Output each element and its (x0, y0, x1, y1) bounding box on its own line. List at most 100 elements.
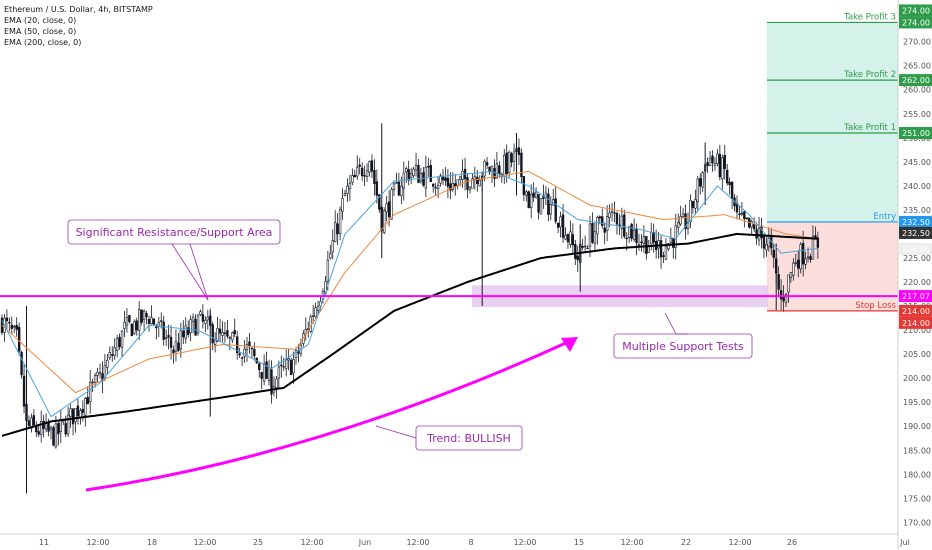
candle-body (245, 344, 249, 351)
candle-body (282, 366, 285, 368)
candle-body (645, 236, 648, 254)
price-tick-label: 220.00 (903, 278, 931, 287)
candle-body (723, 155, 726, 169)
candle-body (280, 364, 283, 367)
candle-body (574, 243, 577, 259)
support-tests-connector (664, 312, 677, 335)
time-tick-label: 12:00 (513, 538, 536, 547)
candle-body (314, 307, 317, 318)
reward-zone (767, 22, 898, 222)
candle-body (547, 193, 550, 215)
candle-body (358, 164, 361, 167)
candle-body (294, 349, 298, 358)
time-tick-label: 22 (681, 538, 691, 547)
candle-body (431, 183, 435, 187)
candle-body (189, 319, 192, 333)
candle-body (610, 210, 614, 214)
candle-body (199, 311, 202, 315)
price-tick-label: 190.00 (903, 422, 931, 431)
candle-body (353, 174, 356, 178)
candle-body (478, 179, 481, 187)
candle-body (716, 153, 719, 164)
entry-label: Entry (873, 212, 896, 222)
candle-body (13, 326, 16, 328)
candle-body (346, 185, 349, 194)
candle-body (801, 242, 805, 265)
candle-body (794, 262, 798, 264)
candle-body (711, 155, 714, 164)
candle-body (115, 338, 119, 351)
candle-body (630, 223, 633, 239)
candle-body (784, 294, 788, 303)
price-tick-label: 185.00 (903, 446, 931, 455)
candle-body (681, 213, 685, 218)
candle-body (510, 153, 513, 163)
candle-body (69, 408, 72, 417)
candle-body (216, 328, 219, 342)
candle-body (258, 363, 261, 370)
candle-body (657, 240, 660, 249)
candle-body (495, 163, 499, 179)
trend-annotation-label: Trend: BULLISH (426, 432, 511, 445)
candle-body (356, 167, 359, 177)
candle-body (740, 212, 744, 215)
tp3-tag-text: 274.00 (902, 18, 930, 27)
candle-body (162, 321, 165, 340)
candle-body (123, 322, 126, 329)
candle-body (809, 256, 812, 260)
candle-body (155, 326, 158, 329)
candle-body (392, 183, 396, 190)
candle-body (378, 194, 381, 210)
candle-body (419, 173, 423, 182)
candle-body (76, 405, 80, 417)
price-tick-label: 175.00 (903, 494, 931, 503)
candle-body (204, 319, 207, 324)
candle-body (625, 237, 628, 240)
candle-body (360, 167, 364, 177)
candle-body (387, 201, 391, 218)
take-profit-2-label: Take Profit 2 (843, 70, 896, 80)
candle-body (458, 176, 462, 180)
candle-body (444, 177, 447, 182)
candle-body (221, 332, 224, 336)
candle-body (669, 237, 673, 243)
candle-body (525, 191, 528, 196)
candle-body (329, 253, 332, 259)
candle-body (581, 245, 584, 248)
price-tick-label: 235.00 (903, 206, 931, 215)
candle-body (493, 168, 496, 179)
candle-body (466, 177, 469, 190)
candle-body (223, 332, 227, 334)
time-tick-label: 26 (787, 538, 797, 547)
time-tick-label: 12:00 (86, 538, 109, 547)
candle-body (601, 216, 604, 226)
price-tag (899, 226, 932, 239)
candle-body (797, 259, 800, 269)
support-tests-annotation-label: Multiple Support Tests (622, 340, 744, 353)
price-tag-text: 274.00 (902, 6, 930, 15)
candle-body (608, 212, 611, 218)
price-tick-label: 195.00 (903, 398, 931, 407)
candle-body (596, 217, 599, 235)
candle-body (615, 212, 619, 225)
candle-body (672, 238, 675, 248)
candle-body (311, 315, 315, 317)
candle-body (498, 165, 501, 175)
price-tick-label: 245.00 (903, 158, 931, 167)
candle-body (627, 226, 631, 238)
candle-body (120, 330, 124, 348)
candle-body (706, 162, 709, 166)
candle-body (238, 353, 241, 356)
candle-body (738, 213, 741, 215)
price-tag-text: 226.86 (902, 245, 930, 254)
ema200-line (1, 232, 818, 437)
price-tick-label: 240.00 (903, 182, 931, 191)
candle-body (640, 241, 643, 244)
candle-body (218, 328, 222, 334)
resistance-annotation-label: Significant Resistance/Support Area (76, 226, 273, 239)
trade-levels (0, 21, 898, 312)
candle-body (713, 162, 717, 166)
candle-body (436, 184, 440, 190)
legend-ema200: EMA (200, close, 0) (4, 38, 82, 47)
